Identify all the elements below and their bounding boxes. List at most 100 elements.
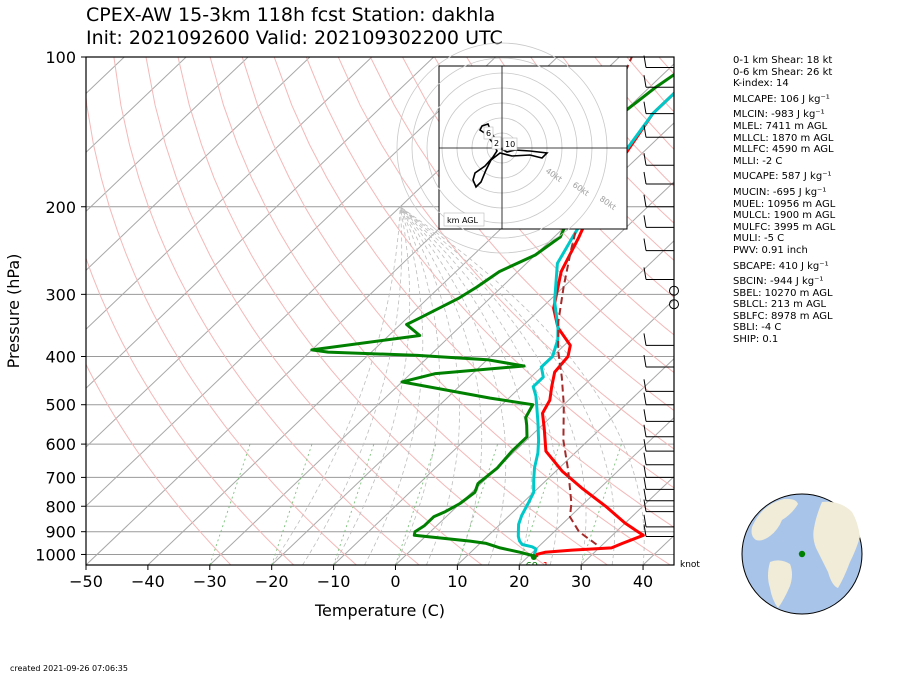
moist-adiabat-line [400, 206, 532, 565]
x-tick-label: 10 [447, 572, 467, 591]
moist-adiabat-line [333, 206, 411, 565]
dry-adiabat-line [241, 57, 671, 565]
station-marker [798, 550, 806, 558]
parcel-label-69: 69 [525, 561, 538, 572]
dry-adiabat-line [86, 363, 232, 565]
isotherm-gridline [518, 416, 674, 565]
wind-barb [643, 267, 674, 280]
hodograph-height-label: 2 [491, 136, 502, 150]
wind-barb [643, 171, 674, 185]
y-tick-label: 500 [45, 396, 76, 415]
stat-line: MLLI: -2 C [733, 155, 783, 167]
surface-dewpoint-marker [530, 554, 537, 561]
calm-wind-marker [669, 299, 679, 310]
dry-adiabat-line [86, 92, 357, 565]
isotherm-gridline [86, 57, 435, 389]
x-tick-label: −50 [69, 572, 103, 591]
wind-barb [643, 125, 674, 138]
wind-barb [643, 379, 674, 392]
y-tick-label: 200 [45, 198, 76, 217]
svg-text:10: 10 [505, 140, 515, 149]
isotherm-gridline [209, 122, 674, 565]
hodograph-frame [438, 65, 628, 230]
isotherm-gridline [86, 57, 311, 271]
svg-text:6: 6 [486, 129, 491, 138]
wind-barb [643, 55, 674, 69]
wind-barb [643, 477, 674, 490]
stat-line: MLEL: 7411 m AGL [733, 120, 828, 132]
wind-barb [643, 488, 674, 502]
wind-barb [643, 153, 674, 166]
x-tick-label: −10 [317, 572, 351, 591]
moist-adiabat-line [271, 206, 401, 565]
stat-line: 0-1 km Shear: 18 kt [733, 55, 833, 66]
moist-adiabat-line [400, 206, 616, 565]
dry-adiabat-line [337, 57, 674, 450]
wind-barb [643, 524, 674, 537]
x-tick-label: −20 [255, 572, 289, 591]
moist-adiabat-line [400, 206, 587, 565]
wind-barb [643, 238, 674, 252]
x-tick-label: 30 [571, 572, 591, 591]
stat-line: K-index: 14 [733, 78, 789, 90]
x-tick-label: 0 [390, 572, 400, 591]
stat-line: MULI: -5 C [733, 233, 785, 245]
parcel-label-1: 1 [543, 561, 549, 572]
wind-barb [643, 424, 674, 438]
hodograph-units-label: km AGL [443, 212, 485, 227]
virtual-temperature-profile [516, 91, 674, 558]
stat-line: 0-6 km Shear: 26 kt [733, 66, 833, 78]
dry-adiabat-line [113, 57, 420, 565]
stat-line: MUEL: 10956 m AGL [733, 198, 836, 210]
x-tick-label: −30 [193, 572, 227, 591]
wind-barb [643, 75, 674, 88]
stat-line: SBLI: -4 C [733, 322, 782, 334]
wind-barb [643, 101, 674, 115]
moist-adiabat-line [399, 206, 460, 565]
moist-adiabat-line [399, 206, 483, 565]
stat-line: SBEL: 10270 m AGL [733, 287, 833, 299]
y-axis-label: Pressure (hPa) [4, 254, 23, 369]
dry-adiabat-line [369, 57, 674, 412]
dry-adiabat-line [145, 57, 483, 565]
y-tick-label: 900 [45, 523, 76, 542]
stat-line: SBCIN: -944 J kg⁻¹ [733, 276, 824, 288]
x-axis-label: Temperature (C) [314, 601, 445, 620]
y-tick-label: 1000 [35, 545, 76, 564]
y-tick-label: 400 [45, 348, 76, 367]
mixing-ratio-line [456, 443, 499, 565]
globe-land-north-america [751, 498, 798, 541]
stat-line: SHIP: 0.1 [733, 334, 779, 346]
stat-line: SBLFC: 8978 m AGL [733, 310, 833, 322]
mixing-ratio-line [209, 443, 251, 565]
wind-barb [643, 499, 674, 513]
svg-text:km AGL: km AGL [447, 216, 479, 225]
isotherm-gridline [86, 57, 496, 448]
moist-adiabat-line [364, 206, 424, 565]
x-tick-label: −40 [131, 572, 165, 591]
dewpoint-profile [310, 72, 674, 557]
dry-adiabat-line [466, 57, 674, 299]
y-tick-label: 300 [45, 285, 76, 304]
wind-barb [643, 439, 674, 452]
stat-line: MULFC: 3995 m AGL [733, 221, 836, 233]
mixing-ratio-line [333, 443, 375, 565]
stat-line: PWV: 0.91 inch [733, 244, 808, 256]
barb-units-label: knot [680, 560, 700, 570]
moist-adiabat-line [400, 206, 645, 565]
y-tick-label: 800 [45, 497, 76, 516]
x-tick-label: 20 [509, 572, 529, 591]
stat-line: MUCIN: -695 J kg⁻¹ [733, 186, 827, 198]
x-tick-label: 40 [633, 572, 653, 591]
wind-barb [643, 452, 674, 466]
mixing-ratio-line [395, 443, 437, 565]
wind-barb [643, 215, 674, 228]
wind-barb [643, 354, 674, 368]
wind-barb [643, 409, 674, 422]
y-tick-label: 700 [45, 468, 76, 487]
stat-line: MUCAPE: 587 J kg⁻¹ [733, 171, 832, 183]
isotherm-gridline [86, 57, 373, 330]
y-tick-label: 100 [45, 48, 76, 67]
dry-adiabat-line [402, 57, 674, 374]
wind-barb [643, 514, 674, 528]
